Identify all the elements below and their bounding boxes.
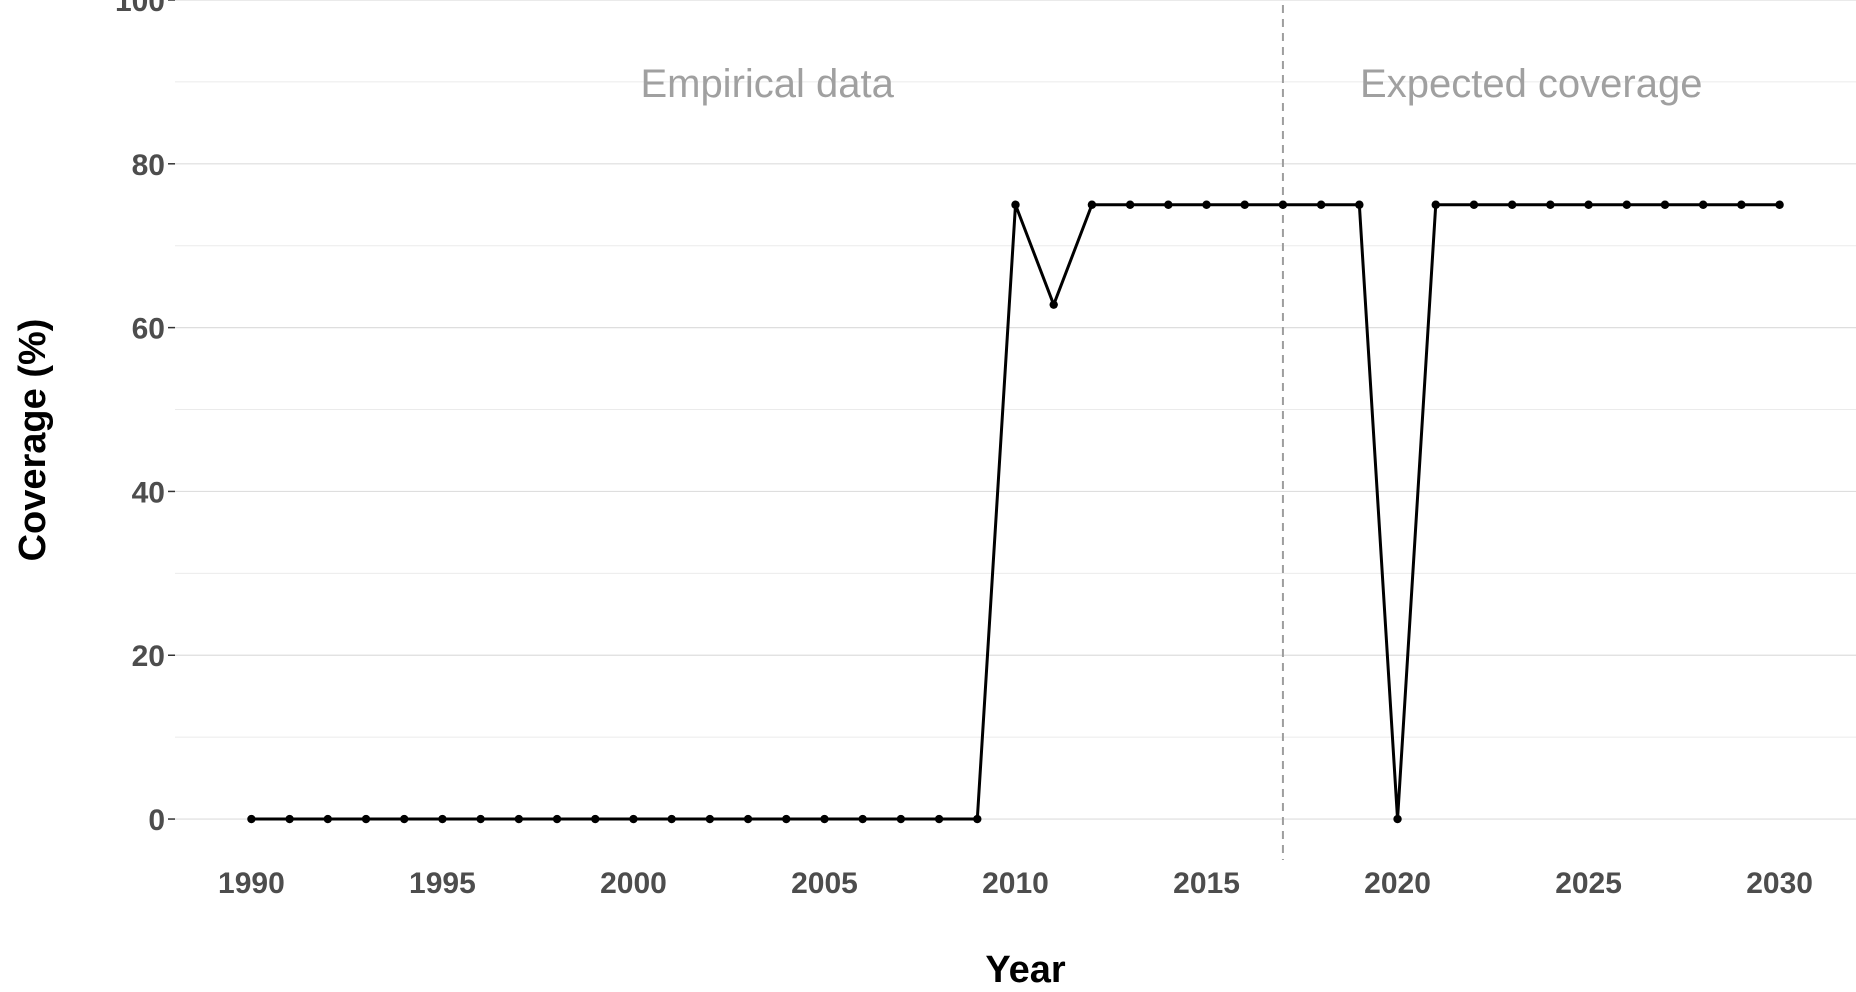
data-point [1584,200,1593,209]
data-point [1316,200,1326,209]
axis-ticks: 0 20 40 60 80 100 1990 1995 2000 2005 2010 2015 2020… [115,0,1813,900]
data-point [820,814,829,824]
y-tick-label: 100 [115,0,165,18]
data-point [247,814,256,824]
data-point [858,814,867,824]
data-point [896,814,906,824]
data-point [1240,200,1249,209]
x-tick-label: 2025 [1555,867,1622,900]
y-tick-label: 0 [148,804,165,837]
data-point [514,814,524,824]
data-point [782,814,791,824]
x-tick-label: 2015 [1173,867,1240,900]
data-point [1355,200,1364,209]
y-tick-label: 20 [132,640,165,673]
x-tick-label: 1990 [218,867,285,900]
data-point [438,814,447,824]
data-point [552,814,562,824]
data-point [1049,300,1058,309]
data-point [1507,200,1517,209]
data-point [743,814,753,824]
data-point [323,814,333,824]
data-point [1660,200,1670,209]
data-point [705,814,715,824]
data-point [1622,200,1631,209]
x-axis-title: Year [985,949,1066,991]
x-tick-label: 2020 [1364,867,1431,900]
data-series [247,200,1784,824]
x-tick-label: 2030 [1746,867,1813,900]
data-point [1737,200,1746,209]
data-point [1164,200,1173,209]
x-tick-label: 2010 [982,867,1049,900]
data-point [400,814,409,824]
y-tick-label: 40 [132,476,165,509]
data-point [1393,814,1402,824]
data-point [1087,200,1097,209]
data-point [629,814,638,824]
y-tick-label: 80 [132,149,165,182]
data-point [934,814,944,824]
data-point [476,814,485,824]
y-tick-label: 60 [132,313,165,346]
data-point [1202,200,1211,209]
data-point [1546,200,1555,209]
series-line [251,203,1780,821]
data-point [667,814,676,824]
x-tick-label: 2005 [791,867,858,900]
grid-lines [175,0,1856,820]
data-point [1698,200,1708,209]
y-axis-title: Coverage (%) [12,319,54,562]
data-point [1469,200,1479,209]
data-point [361,814,371,824]
data-point [591,814,600,824]
data-point [285,814,294,824]
data-point [1278,200,1288,209]
region-label: Empirical data [640,62,894,106]
region-label: Expected coverage [1360,62,1702,106]
data-point [1125,200,1135,209]
data-point [973,814,982,824]
x-tick-label: 1995 [409,867,476,900]
data-point [1011,200,1020,209]
x-tick-label: 2000 [600,867,667,900]
region-annotations: Empirical data Expected coverage [640,5,1702,860]
data-point [1431,200,1440,209]
data-point [1775,200,1784,209]
